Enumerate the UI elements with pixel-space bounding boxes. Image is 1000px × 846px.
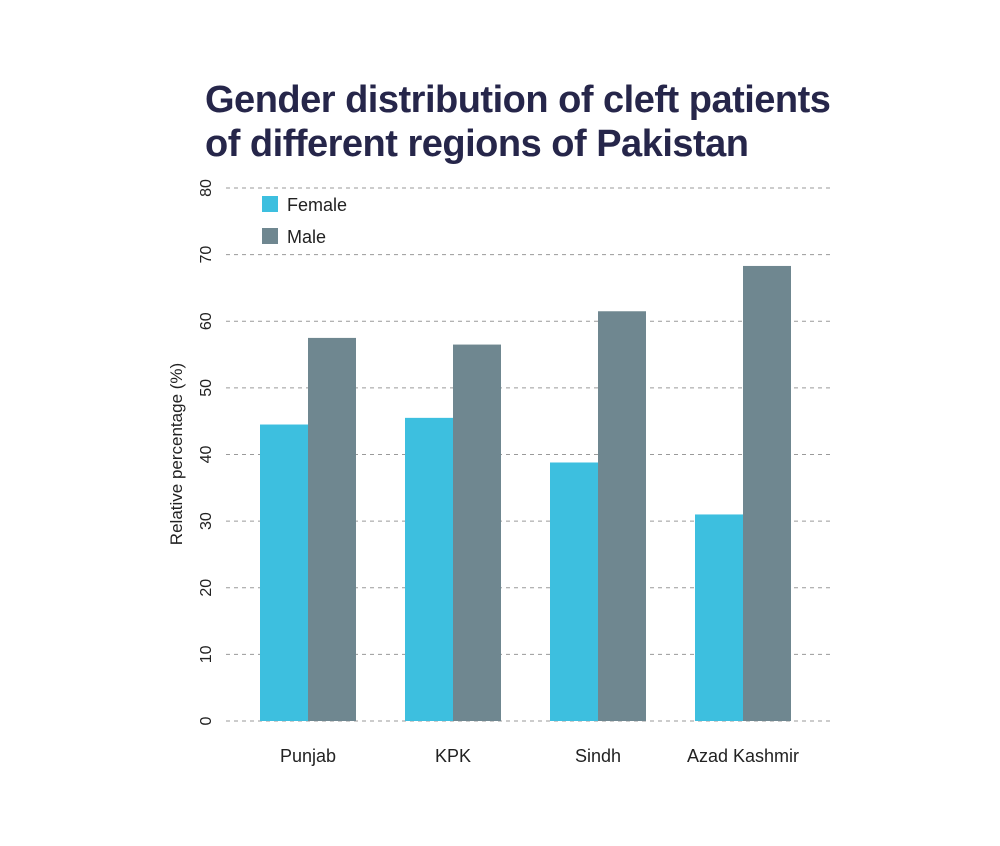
bar-male-sindh	[598, 311, 646, 721]
y-tick-label: 0	[198, 716, 215, 725]
bar-female-kpk	[405, 417, 453, 721]
x-axis-categories: Punjab KPK Sindh Azad Kashmir	[280, 746, 799, 766]
y-tick-label: 50	[198, 379, 215, 397]
y-tick-label: 70	[198, 246, 215, 264]
legend-swatch-male	[262, 228, 278, 244]
bar-female-azad-kashmir	[695, 514, 743, 721]
y-axis-ticks: 0 10 20 30 40 50 60 70 80	[198, 179, 215, 725]
chart-title-line-2: of different regions of Pakistan	[205, 123, 749, 165]
chart-title-line-1: Gender distribution of cleft patients	[205, 79, 831, 121]
legend: Female Male	[262, 195, 347, 247]
y-tick-label: 80	[198, 179, 215, 197]
y-tick-label: 10	[198, 645, 215, 663]
y-tick-label: 30	[198, 512, 215, 530]
x-category-label: Punjab	[280, 746, 336, 766]
y-tick-label: 20	[198, 579, 215, 597]
chart-title: Gender distribution of cleft patients of…	[205, 78, 925, 166]
x-category-label: Azad Kashmir	[687, 746, 799, 766]
bars	[260, 265, 791, 721]
y-tick-label: 60	[198, 312, 215, 330]
y-tick-label: 40	[198, 446, 215, 464]
bar-female-sindh	[550, 462, 598, 721]
bar-female-punjab	[260, 424, 308, 721]
bar-male-punjab	[308, 337, 356, 721]
legend-swatch-female	[262, 196, 278, 212]
x-category-label: Sindh	[575, 746, 621, 766]
legend-label-male: Male	[287, 227, 326, 247]
bar-male-azad-kashmir	[743, 265, 791, 721]
x-category-label: KPK	[435, 746, 471, 766]
bar-male-kpk	[453, 344, 501, 721]
y-axis-title: Relative percentage (%)	[167, 363, 186, 545]
legend-label-female: Female	[287, 195, 347, 215]
